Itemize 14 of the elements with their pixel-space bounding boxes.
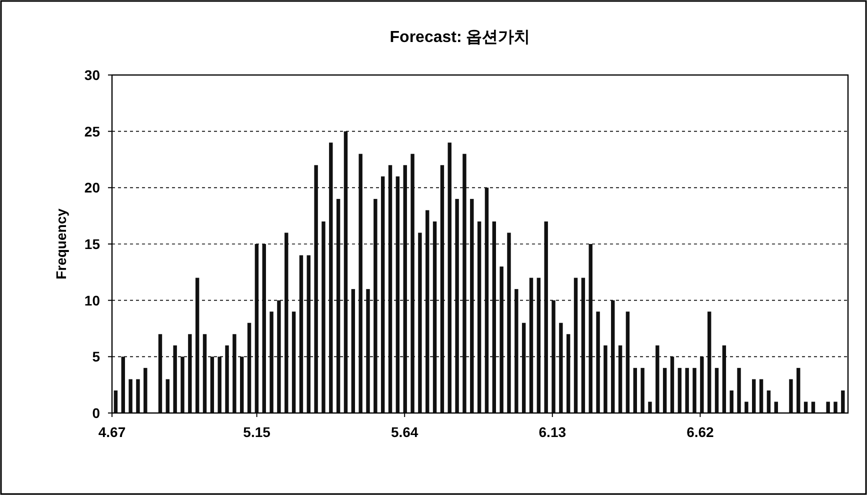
xtick-label: 5.15 <box>243 424 270 440</box>
ytick-label: 10 <box>84 292 100 308</box>
xtick-label: 6.62 <box>686 424 714 440</box>
ylabel: Frequency <box>53 208 69 280</box>
xtick-label: 4.67 <box>98 424 126 440</box>
title: Forecast: 옵션가치 <box>390 29 530 46</box>
ytick-label: 0 <box>92 405 100 421</box>
ytick-label: 5 <box>92 348 100 365</box>
ytick-label: 30 <box>84 67 100 83</box>
xtick-label: 6.13 <box>538 424 566 440</box>
ytick-label: 15 <box>84 236 100 252</box>
xtick-label: 5.64 <box>390 424 418 440</box>
ytick-label: 25 <box>84 123 100 140</box>
ytick-label: 20 <box>84 180 100 196</box>
